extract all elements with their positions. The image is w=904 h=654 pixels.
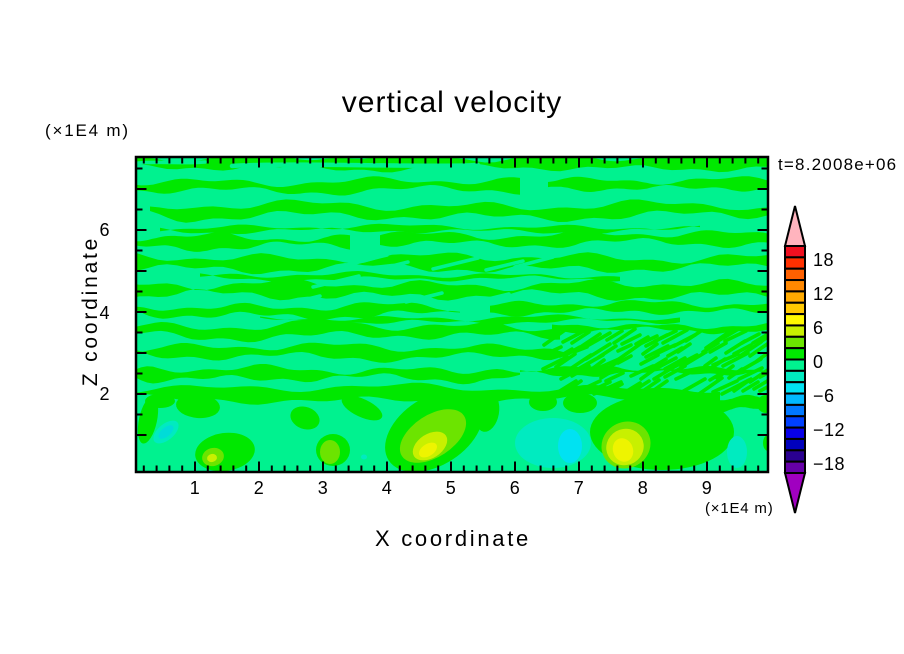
svg-text:4: 4 — [99, 303, 110, 323]
svg-text:2: 2 — [99, 384, 110, 404]
svg-text:2: 2 — [254, 478, 265, 498]
svg-text:(×1E4 m): (×1E4 m) — [705, 500, 774, 517]
svg-text:Z coordinate: Z coordinate — [79, 236, 102, 386]
svg-text:vertical velocity: vertical velocity — [342, 86, 562, 119]
svg-text:12: 12 — [813, 284, 834, 304]
svg-text:−18: −18 — [813, 454, 845, 474]
svg-text:3: 3 — [318, 478, 329, 498]
svg-text:−6: −6 — [813, 386, 835, 406]
svg-text:18: 18 — [813, 250, 834, 270]
svg-text:7: 7 — [574, 478, 585, 498]
svg-text:6: 6 — [99, 220, 110, 240]
svg-text:6: 6 — [510, 478, 521, 498]
svg-text:5: 5 — [446, 478, 457, 498]
svg-text:1: 1 — [190, 478, 201, 498]
svg-text:9: 9 — [702, 478, 713, 498]
svg-text:8: 8 — [638, 478, 649, 498]
svg-text:−12: −12 — [813, 420, 845, 440]
svg-text:X coordinate: X coordinate — [375, 526, 531, 551]
svg-text:4: 4 — [382, 478, 393, 498]
svg-text:0: 0 — [813, 352, 824, 372]
svg-text:(×1E4 m): (×1E4 m) — [45, 121, 130, 140]
svg-text:6: 6 — [813, 318, 824, 338]
svg-text:t=8.2008e+06: t=8.2008e+06 — [778, 155, 897, 174]
